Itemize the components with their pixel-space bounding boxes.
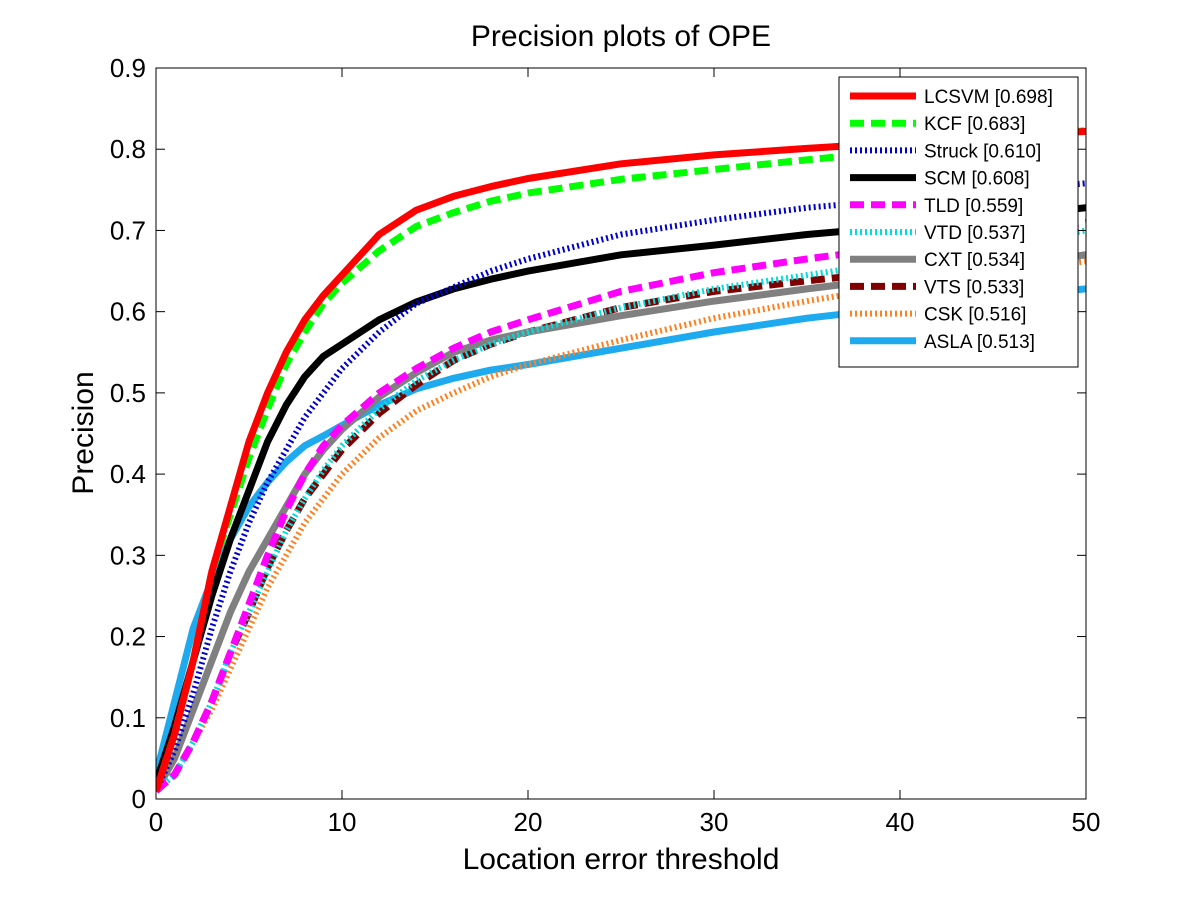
x-tick-label: 10	[328, 807, 357, 837]
chart-title: Precision plots of OPE	[471, 20, 771, 53]
series-line-lcsvm	[156, 127, 1086, 792]
legend-label: CXT [0.534]	[924, 250, 1025, 271]
x-tick-label: 0	[149, 807, 163, 837]
legend-label: CSK [0.516]	[924, 305, 1026, 326]
series-line-csk	[156, 258, 1086, 794]
y-tick-label: 0	[132, 784, 146, 814]
y-tick-label: 0.8	[110, 134, 146, 164]
legend-label: KCF [0.683]	[924, 114, 1025, 135]
axes-box	[155, 67, 1087, 800]
x-tick-label: 50	[1072, 807, 1101, 837]
y-tick-label: 0.6	[110, 297, 146, 327]
legend-label: LCSVM [0.698]	[924, 87, 1053, 108]
legend-label: SCM [0.608]	[924, 169, 1030, 190]
series-line-tld	[156, 218, 1086, 794]
legend-label: ASLA [0.513]	[924, 332, 1035, 353]
series-layer	[156, 127, 1086, 794]
x-tick-label: 40	[886, 807, 915, 837]
tick-layer: 0 10 20 30 40 50 0 0.1 0.2 0.3 0.4 0.5 0.6 0.7 0.8 0.9	[110, 53, 1101, 837]
series-line-scm	[156, 204, 1086, 784]
series-line-vtd	[156, 227, 1086, 794]
legend-label: VTD [0.537]	[924, 223, 1025, 244]
y-tick-label: 0.1	[110, 703, 146, 733]
legend-label: Struck [0.610]	[924, 141, 1041, 162]
y-tick-label: 0.4	[110, 459, 146, 489]
series-line-struck	[156, 180, 1086, 793]
y-axis-label: Precision	[67, 371, 100, 494]
y-tick-label: 0.5	[110, 378, 146, 408]
x-axis-label: Location error threshold	[463, 843, 780, 876]
legend-label: TLD [0.559]	[924, 196, 1023, 217]
y-tick-label: 0.9	[110, 53, 146, 83]
legend-label: VTS [0.533]	[924, 277, 1024, 298]
y-tick-label: 0.7	[110, 215, 146, 245]
y-tick-label: 0.2	[110, 622, 146, 652]
x-tick-label: 30	[700, 807, 729, 837]
x-tick-label: 20	[514, 807, 543, 837]
series-line-cxt	[156, 251, 1086, 793]
y-tick-label: 0.3	[110, 540, 146, 570]
legend: LCSVM [0.698] KCF [0.683] Struck [0.610] SC…	[838, 76, 1079, 368]
